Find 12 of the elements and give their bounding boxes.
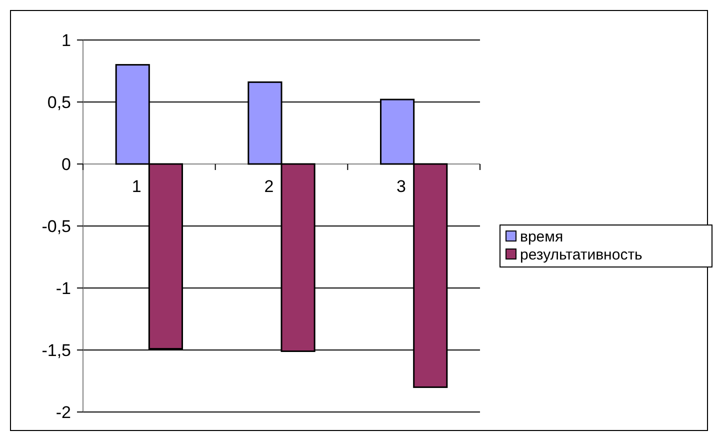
y-tick-label: -0,5 (42, 216, 71, 236)
y-tick-label: 0,5 (47, 92, 71, 112)
y-tick-label: -1 (56, 278, 71, 298)
x-tick-label: 1 (132, 177, 142, 196)
legend-label: результативность (520, 246, 643, 264)
x-tick-label: 3 (396, 177, 406, 196)
legend-label: время (520, 228, 564, 246)
x-tick-label: 2 (264, 177, 274, 196)
y-tick-label: 1 (62, 30, 71, 50)
y-tick-label: 0 (62, 154, 71, 174)
y-tick-label: -2 (56, 402, 71, 422)
y-tick-label: -1,5 (42, 340, 71, 360)
